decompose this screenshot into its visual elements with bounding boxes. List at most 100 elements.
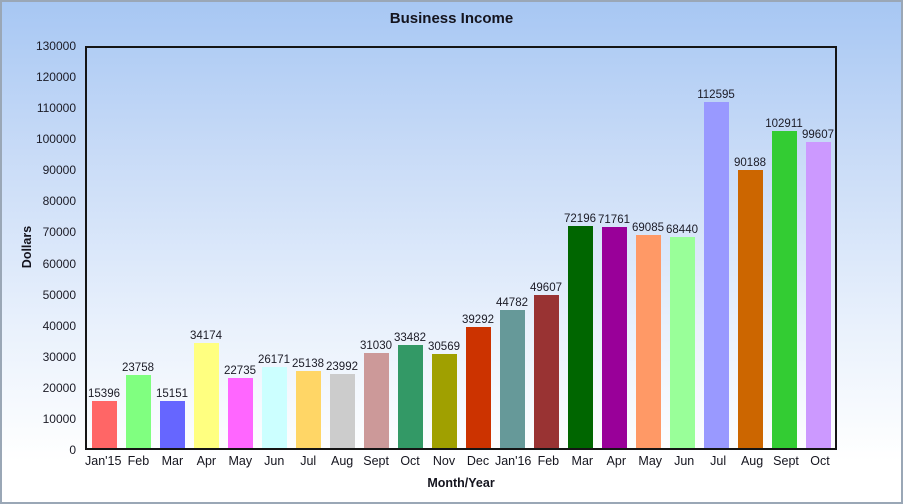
- y-axis-tick-labels: 0 10000 20000 30000 40000 50000 60000 70000 8000…: [2, 39, 76, 457]
- bar-value-label: 44782: [496, 297, 528, 309]
- y-tick-label: 50000: [42, 287, 76, 302]
- bar-column: 49607: [529, 48, 563, 448]
- plot-area: 15396 23758 15151 34174 22735 26171 25138 23992…: [85, 46, 837, 450]
- x-tick-label: Sept: [773, 454, 799, 468]
- bar-column: 31030: [359, 48, 393, 448]
- bar: 34174: [190, 330, 222, 448]
- bar-column: 26171: [257, 48, 291, 448]
- bar-value-label: 68440: [666, 224, 698, 236]
- bar-column: 90188: [733, 48, 767, 448]
- bar: 49607: [530, 282, 562, 448]
- bar: 15151: [156, 388, 188, 448]
- y-tick-label: 80000: [42, 194, 76, 209]
- bar-value-label: 69085: [632, 222, 664, 234]
- bar-value-label: 25138: [292, 358, 324, 370]
- bar-column: 44782: [495, 48, 529, 448]
- bar-value-label: 15151: [156, 388, 188, 400]
- y-tick-label: 110000: [36, 101, 76, 116]
- bar-column: 68440: [665, 48, 699, 448]
- bar: 72196: [564, 213, 596, 448]
- bar: 99607: [802, 129, 834, 448]
- bar-value-label: 39292: [462, 314, 494, 326]
- bar-column: 99607: [801, 48, 835, 448]
- bar: 22735: [224, 365, 256, 448]
- bar: 69085: [632, 222, 664, 448]
- bar-column: 39292: [461, 48, 495, 448]
- x-tick-label: Jul: [710, 454, 727, 468]
- y-tick-label: 100000: [35, 132, 76, 147]
- bar-value-label: 90188: [734, 157, 766, 169]
- bar-value-label: 26171: [258, 354, 290, 366]
- x-tick-label: Dec: [466, 454, 490, 468]
- x-axis-title: Month/Year: [427, 476, 495, 490]
- y-tick-label: 20000: [42, 380, 76, 395]
- bar-column: 15396: [87, 48, 121, 448]
- bar-column: 15151: [155, 48, 189, 448]
- bar-value-label: 33482: [394, 332, 426, 344]
- x-tick-label: Jan'16: [494, 454, 532, 468]
- bar-value-label: 102911: [765, 118, 803, 130]
- bar-value-label: 23758: [122, 362, 154, 374]
- x-axis-tick-labels: Jan'15 Feb Mar Apr May Jun Jul Aug Sept Oct Nov Dec…: [85, 454, 837, 468]
- bar-value-label: 72196: [564, 213, 596, 225]
- y-tick-label: 70000: [42, 225, 76, 240]
- bar-value-label: 15396: [88, 388, 120, 400]
- bar-column: 102911: [765, 48, 803, 448]
- bar: 90188: [734, 157, 766, 448]
- bar: 102911: [765, 118, 803, 448]
- bar-value-label: 34174: [190, 330, 222, 342]
- bar: 23758: [122, 362, 154, 448]
- bar-value-label: 71761: [598, 214, 630, 226]
- bar-column: 33482: [393, 48, 427, 448]
- bar: 15396: [88, 388, 120, 448]
- bar-column: 69085: [631, 48, 665, 448]
- bar: 33482: [394, 332, 426, 448]
- bar-value-label: 30569: [428, 341, 460, 353]
- bars-container: 15396 23758 15151 34174 22735 26171 25138 23992…: [87, 48, 835, 448]
- y-tick-label: 120000: [35, 70, 76, 85]
- bar-column: 23992: [325, 48, 359, 448]
- x-tick-label: Apr: [196, 454, 217, 468]
- bar: 23992: [326, 361, 358, 448]
- x-tick-label: Aug: [331, 454, 354, 468]
- x-tick-label: Feb: [127, 454, 150, 468]
- y-tick-label: 0: [69, 443, 76, 457]
- x-tick-label: Oct: [810, 454, 830, 468]
- x-tick-label: Jan'15: [85, 454, 122, 468]
- y-tick-label: 40000: [42, 318, 76, 333]
- bar-column: 22735: [223, 48, 257, 448]
- x-tick-label: Nov: [432, 454, 456, 468]
- bar: 26171: [258, 354, 290, 448]
- bar: 31030: [360, 340, 392, 448]
- bar-column: 112595: [697, 48, 735, 448]
- bar: 71761: [598, 214, 630, 448]
- x-tick-label: Mar: [571, 454, 594, 468]
- bar: 25138: [292, 358, 324, 448]
- y-tick-label: 10000: [42, 411, 76, 426]
- bar-value-label: 112595: [697, 89, 735, 101]
- bar-value-label: 23992: [326, 361, 358, 373]
- x-tick-label: Apr: [606, 454, 626, 468]
- bar: 112595: [697, 89, 735, 448]
- y-tick-label: 30000: [42, 349, 76, 364]
- x-tick-label: Mar: [161, 454, 184, 468]
- y-tick-label: 60000: [42, 256, 76, 271]
- x-tick-label: Sept: [363, 454, 389, 468]
- bar-value-label: 49607: [530, 282, 562, 294]
- bar-column: 23758: [121, 48, 155, 448]
- bar-value-label: 99607: [802, 129, 834, 141]
- bar: 39292: [462, 314, 494, 448]
- bar: 44782: [496, 297, 528, 448]
- bar-column: 72196: [563, 48, 597, 448]
- bar-column: 30569: [427, 48, 461, 448]
- x-tick-label: May: [228, 454, 253, 468]
- x-tick-label: Aug: [740, 454, 764, 468]
- bar-column: 25138: [291, 48, 325, 448]
- y-tick-label: 130000: [35, 39, 76, 53]
- x-tick-label: Jun: [264, 454, 285, 468]
- x-tick-label: May: [638, 454, 663, 468]
- bar-value-label: 22735: [224, 365, 256, 377]
- bar-value-label: 31030: [360, 340, 392, 352]
- bar: 68440: [666, 224, 698, 448]
